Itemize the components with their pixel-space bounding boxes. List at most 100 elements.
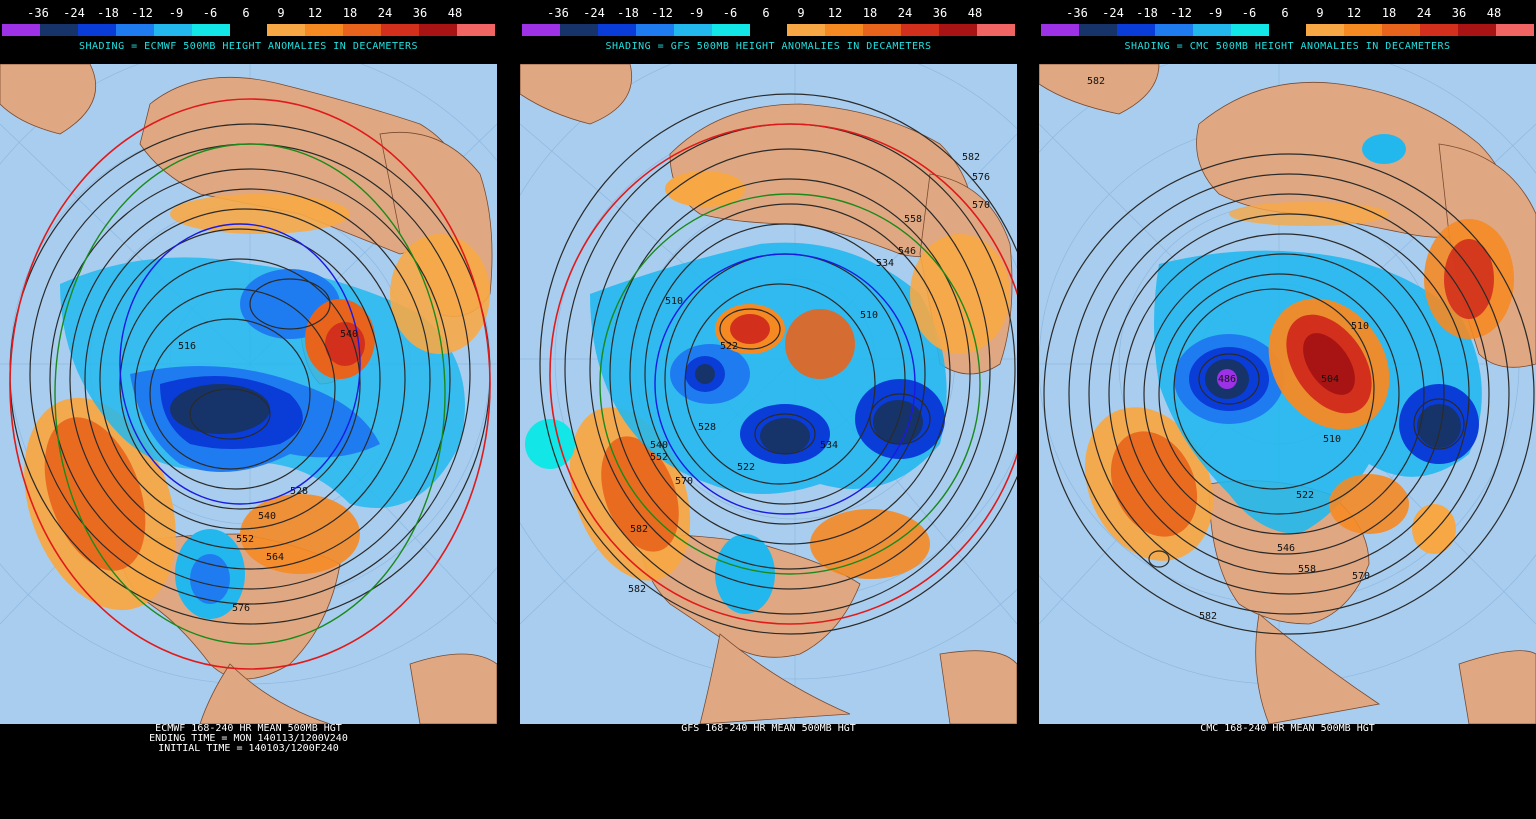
caption-line: GFS 168-240 HR MEAN 500MB HGT <box>681 723 856 734</box>
contour-label: 564 <box>266 552 284 563</box>
colorbar-tick: -6 <box>202 6 218 20</box>
colorbar-tick: 48 <box>967 6 983 20</box>
colorbar-tick: -24 <box>1102 6 1124 20</box>
contour-label: 582 <box>1199 611 1217 622</box>
contour-label: 486 <box>1218 374 1236 385</box>
panel-ecmwf: -36 -24 -18 -12 -9 -6 6 9 12 18 24 36 48… <box>0 0 497 819</box>
map-gfs: 582 576 570 558 546 534 522 510 528 540 … <box>520 64 1017 724</box>
colorbar-swatch <box>711 24 750 36</box>
contour-label: 522 <box>720 341 738 352</box>
anomaly-shading <box>525 171 1010 614</box>
contour-label: 510 <box>1323 434 1341 445</box>
colorbar-tick: -24 <box>63 6 85 20</box>
panel-cmc: -36 -24 -18 -12 -9 -6 6 9 12 18 24 36 48… <box>1039 0 1536 819</box>
colorbar-tick-labels: -36 -24 -18 -12 -9 -6 6 9 12 18 24 36 48 <box>2 6 495 20</box>
colorbar-tick: 12 <box>1346 6 1362 20</box>
colorbar-swatch <box>153 24 192 36</box>
colorbar-tick: 24 <box>377 6 393 20</box>
colorbar-tick: 24 <box>1416 6 1432 20</box>
colorbar-tick: -18 <box>617 6 639 20</box>
colorbar-swatch <box>749 24 788 36</box>
colorbar-swatch <box>381 24 420 36</box>
contour-label: 516 <box>178 341 196 352</box>
contour-576 <box>549 123 1017 625</box>
contour-label: 510 <box>665 296 683 307</box>
colorbar-tick: 6 <box>762 6 770 20</box>
colorbar-tick: -9 <box>688 6 704 20</box>
colorbar-swatch <box>1041 24 1079 36</box>
colorbar-swatch <box>267 24 306 36</box>
colorbar-swatch <box>1154 24 1193 36</box>
contour-label: 510 <box>860 310 878 321</box>
contour-label: 546 <box>1277 543 1295 554</box>
colorbar-swatch <box>597 24 636 36</box>
contour-label: 522 <box>737 462 755 473</box>
colorbar-tick: 9 <box>797 6 805 20</box>
contour-label: 504 <box>1321 374 1339 385</box>
anomaly-colorbar: -36 -24 -18 -12 -9 -6 6 9 12 18 24 36 48 <box>2 4 495 36</box>
colorbar-tick: 18 <box>862 6 878 20</box>
colorbar-swatch <box>1116 24 1155 36</box>
contour-label: 522 <box>1296 490 1314 501</box>
anomaly-colorbar: -36 -24 -18 -12 -9 -6 6 9 12 18 24 36 48 <box>522 4 1015 36</box>
colorbar-swatch <box>1192 24 1231 36</box>
colorbar-tick: 24 <box>897 6 913 20</box>
colorbar-tick: -9 <box>1207 6 1223 20</box>
colorbar-swatch <box>305 24 344 36</box>
contour-label: 534 <box>876 258 894 269</box>
contour-label: 558 <box>904 214 922 225</box>
colorbar-tick: -24 <box>583 6 605 20</box>
contour-540 <box>599 193 981 575</box>
contour-label: 570 <box>1352 571 1370 582</box>
caption-line: INITIAL TIME = 140103/1200F240 <box>158 743 339 754</box>
contour-label: 510 <box>1351 321 1369 332</box>
shading-description: SHADING = ECMWF 500MB HEIGHT ANOMALIES I… <box>78 41 419 52</box>
colorbar-tick: 6 <box>1281 6 1289 20</box>
colorbar-swatch <box>191 24 230 36</box>
colorbar-swatch <box>229 24 268 36</box>
height-contours <box>1043 153 1535 635</box>
colorbar-swatch <box>787 24 826 36</box>
colorbar-swatch <box>673 24 712 36</box>
colorbar-swatch <box>635 24 674 36</box>
contour-labels: 582 510 522 546 558 570 582 486 504 510 <box>1087 76 1370 622</box>
contour-516 <box>654 253 916 515</box>
colorbar-tick: -6 <box>1241 6 1257 20</box>
colorbar-swatch <box>343 24 382 36</box>
colorbar-swatch <box>1268 24 1307 36</box>
contour-label: 582 <box>1087 76 1105 87</box>
colorbar-swatch <box>939 24 978 36</box>
contour-label: 582 <box>630 524 648 535</box>
colorbar-swatch <box>457 24 495 36</box>
colorbar-tick: -36 <box>27 6 49 20</box>
colorbar-swatch <box>825 24 864 36</box>
colorbar-swatches <box>1041 24 1534 36</box>
colorbar-swatch <box>522 24 560 36</box>
map-caption: CMC 168-240 HR MEAN 500MB HGT <box>1039 724 1536 734</box>
colorbar-tick: 36 <box>1451 6 1467 20</box>
contour-labels: 582 576 570 558 546 534 522 510 528 540 … <box>628 152 990 595</box>
colorbar-tick: 48 <box>447 6 463 20</box>
colorbar-swatches <box>522 24 1015 36</box>
colorbar-swatch <box>977 24 1015 36</box>
colorbar-tick: 12 <box>307 6 323 20</box>
colorbar-swatches <box>2 24 495 36</box>
contour-label: 534 <box>820 440 838 451</box>
colorbar-swatch <box>901 24 940 36</box>
colorbar-swatch <box>1230 24 1269 36</box>
colorbar-swatch <box>419 24 458 36</box>
panel-gfs: -36 -24 -18 -12 -9 -6 6 9 12 18 24 36 48… <box>520 0 1017 819</box>
colorbar-tick: -6 <box>722 6 738 20</box>
contour-576 <box>9 98 491 670</box>
colorbar-tick-labels: -36 -24 -18 -12 -9 -6 6 9 12 18 24 36 48 <box>522 6 1015 20</box>
colorbar-swatch <box>1458 24 1497 36</box>
contour-label: 528 <box>698 422 716 433</box>
colorbar-tick: -9 <box>168 6 184 20</box>
colorbar-swatch <box>559 24 598 36</box>
colorbar-tick: 9 <box>1316 6 1324 20</box>
shading-description: SHADING = GFS 500MB HEIGHT ANOMALIES IN … <box>605 41 932 52</box>
map-cmc: 582 510 522 546 558 570 582 486 504 510 <box>1039 64 1536 724</box>
colorbar-swatch <box>863 24 902 36</box>
colorbar-tick: -12 <box>1170 6 1192 20</box>
colorbar-swatch <box>2 24 40 36</box>
